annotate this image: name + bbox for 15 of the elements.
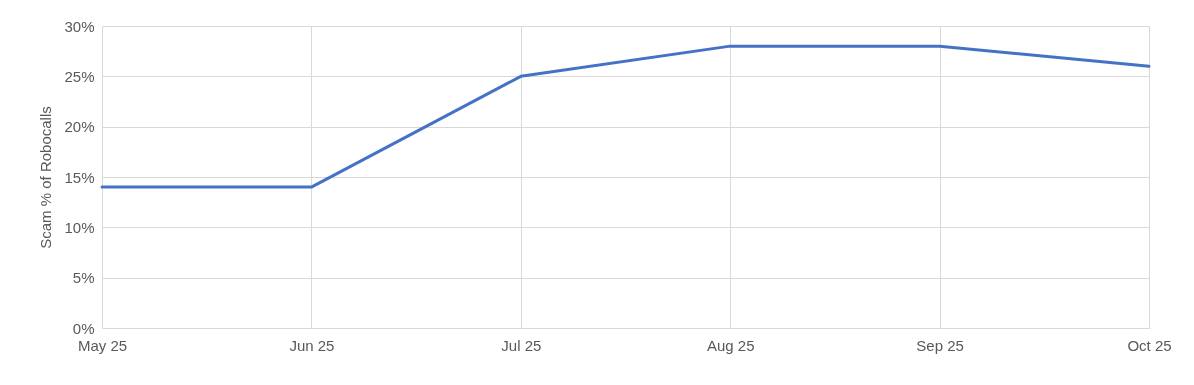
y-tick-label: 20%	[64, 118, 95, 136]
y-tick-label: 30%	[64, 17, 95, 35]
y-tick-label: 25%	[64, 67, 95, 85]
x-tick-label: Jun 25	[289, 336, 335, 354]
y-tick-label: 0%	[72, 319, 95, 337]
x-tick-label: Aug 25	[706, 336, 755, 354]
x-tick-label: Sep 25	[916, 336, 964, 354]
y-axis-title: Scam % of Robocalls	[37, 106, 55, 249]
y-tick-label: 15%	[64, 168, 95, 186]
x-tick-label: Oct 25	[1127, 336, 1172, 354]
y-tick-label: 5%	[72, 269, 95, 287]
x-tick-label: Jul 25	[501, 336, 542, 354]
line-series	[100, 44, 1151, 189]
y-tick-label: 10%	[64, 218, 95, 236]
x-tick-label: May 25	[77, 336, 128, 354]
